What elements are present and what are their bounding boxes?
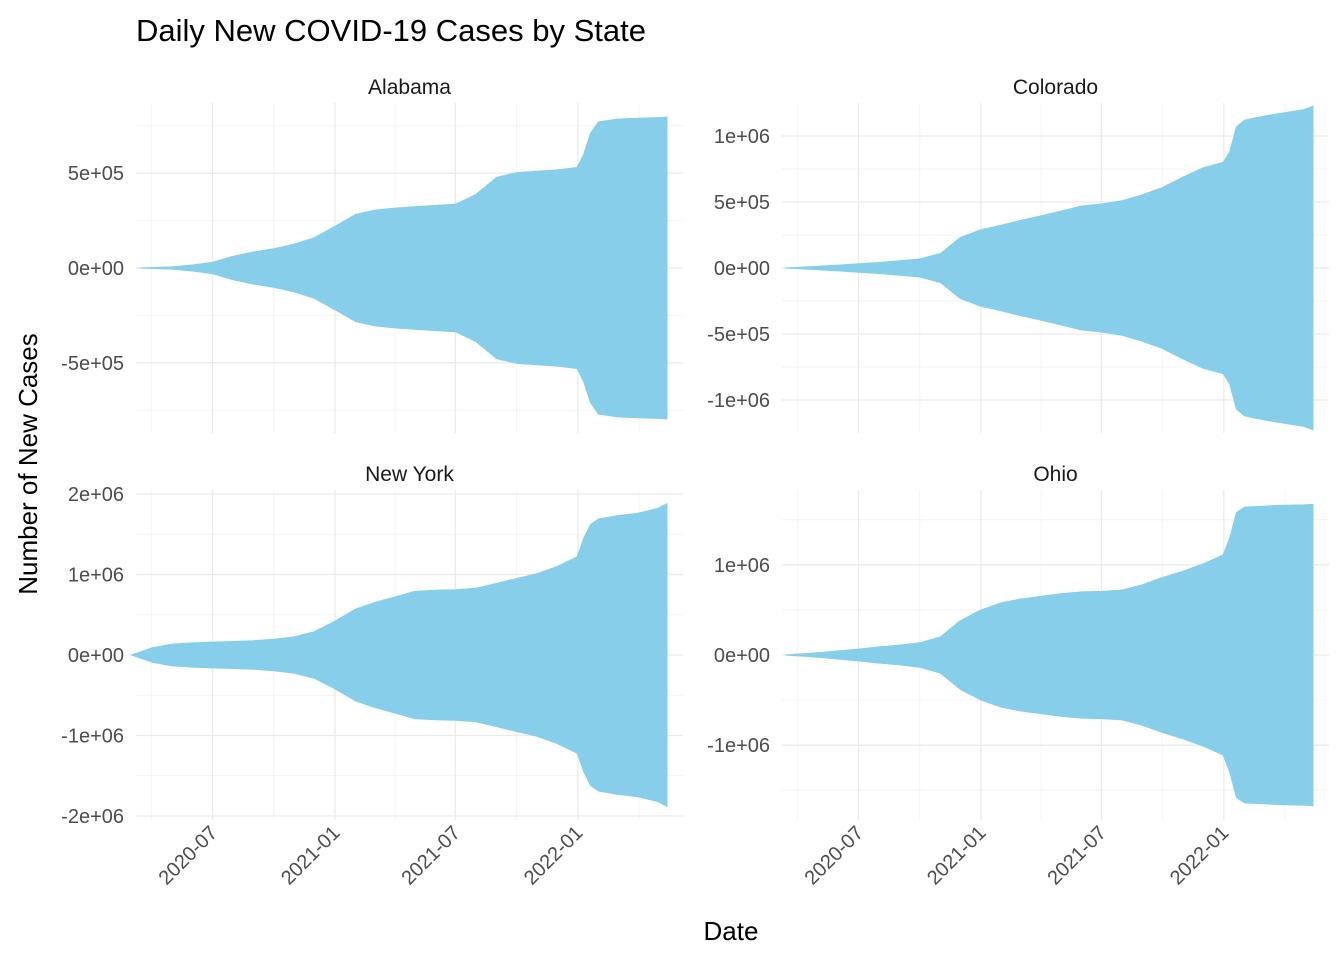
x-tick-label: 2020-07 (801, 822, 868, 889)
x-tick-label: 2021-07 (397, 822, 464, 889)
y-tick-label: -1e+06 (707, 735, 770, 757)
y-tick-label: 1e+06 (714, 555, 770, 577)
x-tick-label: 2022-01 (520, 822, 587, 889)
x-tick-label: 2020-07 (155, 822, 222, 889)
y-tick-label: 0e+00 (68, 645, 124, 667)
panel-ohio: 1e+06 0e+00 -1e+06 2020-07 2021-01 2021-07 202… (707, 463, 1329, 889)
panel-alabama: 5e+05 0e+00 -5e+05 Alabama (61, 76, 683, 433)
y-tick-label: -5e+05 (707, 324, 770, 346)
y-axis-title: Number of New Cases (13, 333, 43, 595)
y-tick-label: 0e+00 (68, 258, 124, 280)
y-tick-label: -2e+06 (61, 806, 124, 828)
y-tick-label: 0e+00 (714, 645, 770, 667)
facet-label: Alabama (368, 76, 451, 99)
facet-label: New York (365, 463, 454, 486)
x-axis-title: Date (704, 916, 759, 946)
y-tick-label: 1e+06 (68, 565, 124, 587)
y-tick-label: 5e+05 (68, 163, 124, 185)
y-tick-label: 0e+00 (714, 258, 770, 280)
x-tick-label: 2022-01 (1166, 822, 1233, 889)
chart-title: Daily New COVID-19 Cases by State (136, 13, 646, 48)
x-tick-label: 2021-01 (277, 822, 344, 889)
area-alabama (139, 116, 668, 420)
area-ohio (785, 503, 1314, 807)
y-tick-label: 5e+05 (714, 192, 770, 214)
y-tick-label: 1e+06 (714, 126, 770, 148)
y-tick-label: -1e+06 (707, 390, 770, 412)
area-new-york (129, 502, 668, 808)
y-tick-label: -5e+05 (61, 353, 124, 375)
panels-layer: 5e+05 0e+00 -5e+05 Alabama 1e+06 5e+05 0e+00 -5… (61, 76, 1329, 889)
panel-new-york: 2e+06 1e+06 0e+00 -1e+06 -2e+06 2020-07 2021-0… (61, 463, 683, 889)
facet-label: Colorado (1013, 76, 1098, 99)
x-tick-label: 2021-07 (1043, 822, 1110, 889)
y-tick-label: 2e+06 (68, 484, 124, 506)
x-tick-label: 2021-01 (923, 822, 990, 889)
panel-colorado: 1e+06 5e+05 0e+00 -5e+05 -1e+06 Colorado (707, 76, 1329, 433)
area-colorado (785, 105, 1314, 431)
y-tick-label: -1e+06 (61, 725, 124, 747)
facet-label: Ohio (1033, 463, 1077, 486)
